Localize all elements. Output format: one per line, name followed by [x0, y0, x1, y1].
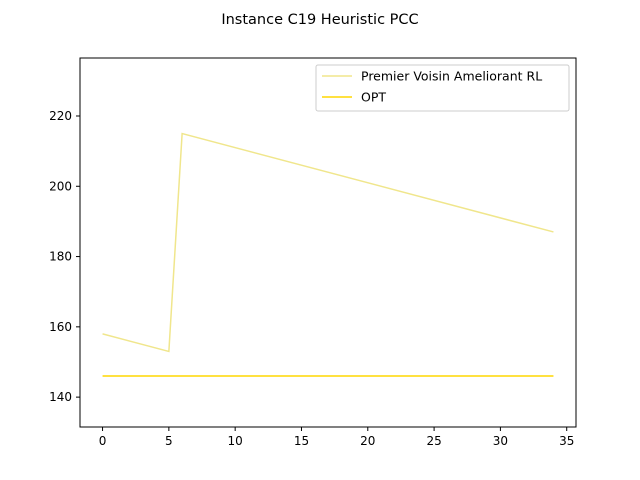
x-tick-label: 25 [426, 434, 441, 448]
x-tick-label: 0 [99, 434, 107, 448]
x-axis: 0 5 10 15 20 25 30 35 [99, 427, 574, 448]
y-tick-label: 200 [49, 179, 72, 193]
y-axis: 140 160 180 200 220 [49, 109, 80, 404]
x-tick-label: 5 [165, 434, 173, 448]
x-tick-label: 10 [228, 434, 243, 448]
x-tick-label: 35 [559, 434, 574, 448]
legend-box [315, 64, 570, 112]
x-tick-label: 15 [294, 434, 309, 448]
plot-lines [102, 132, 554, 377]
chart-title: Instance C19 Heuristic PCC [221, 12, 418, 28]
legend: Premier Voisin Ameliorant RL OPT [315, 64, 570, 112]
x-tick-label: 20 [360, 434, 375, 448]
plot-area-frame [79, 57, 577, 428]
y-tick-label: 140 [49, 390, 72, 404]
series-line-0 [102, 132, 554, 353]
legend-label-premier-voisin: Premier Voisin Ameliorant RL [361, 69, 542, 84]
x-tick-label: 30 [493, 434, 508, 448]
legend-label-opt: OPT [361, 90, 386, 105]
y-tick-label: 180 [49, 250, 72, 264]
y-tick-label: 160 [49, 320, 72, 334]
y-tick-label: 220 [49, 109, 72, 123]
